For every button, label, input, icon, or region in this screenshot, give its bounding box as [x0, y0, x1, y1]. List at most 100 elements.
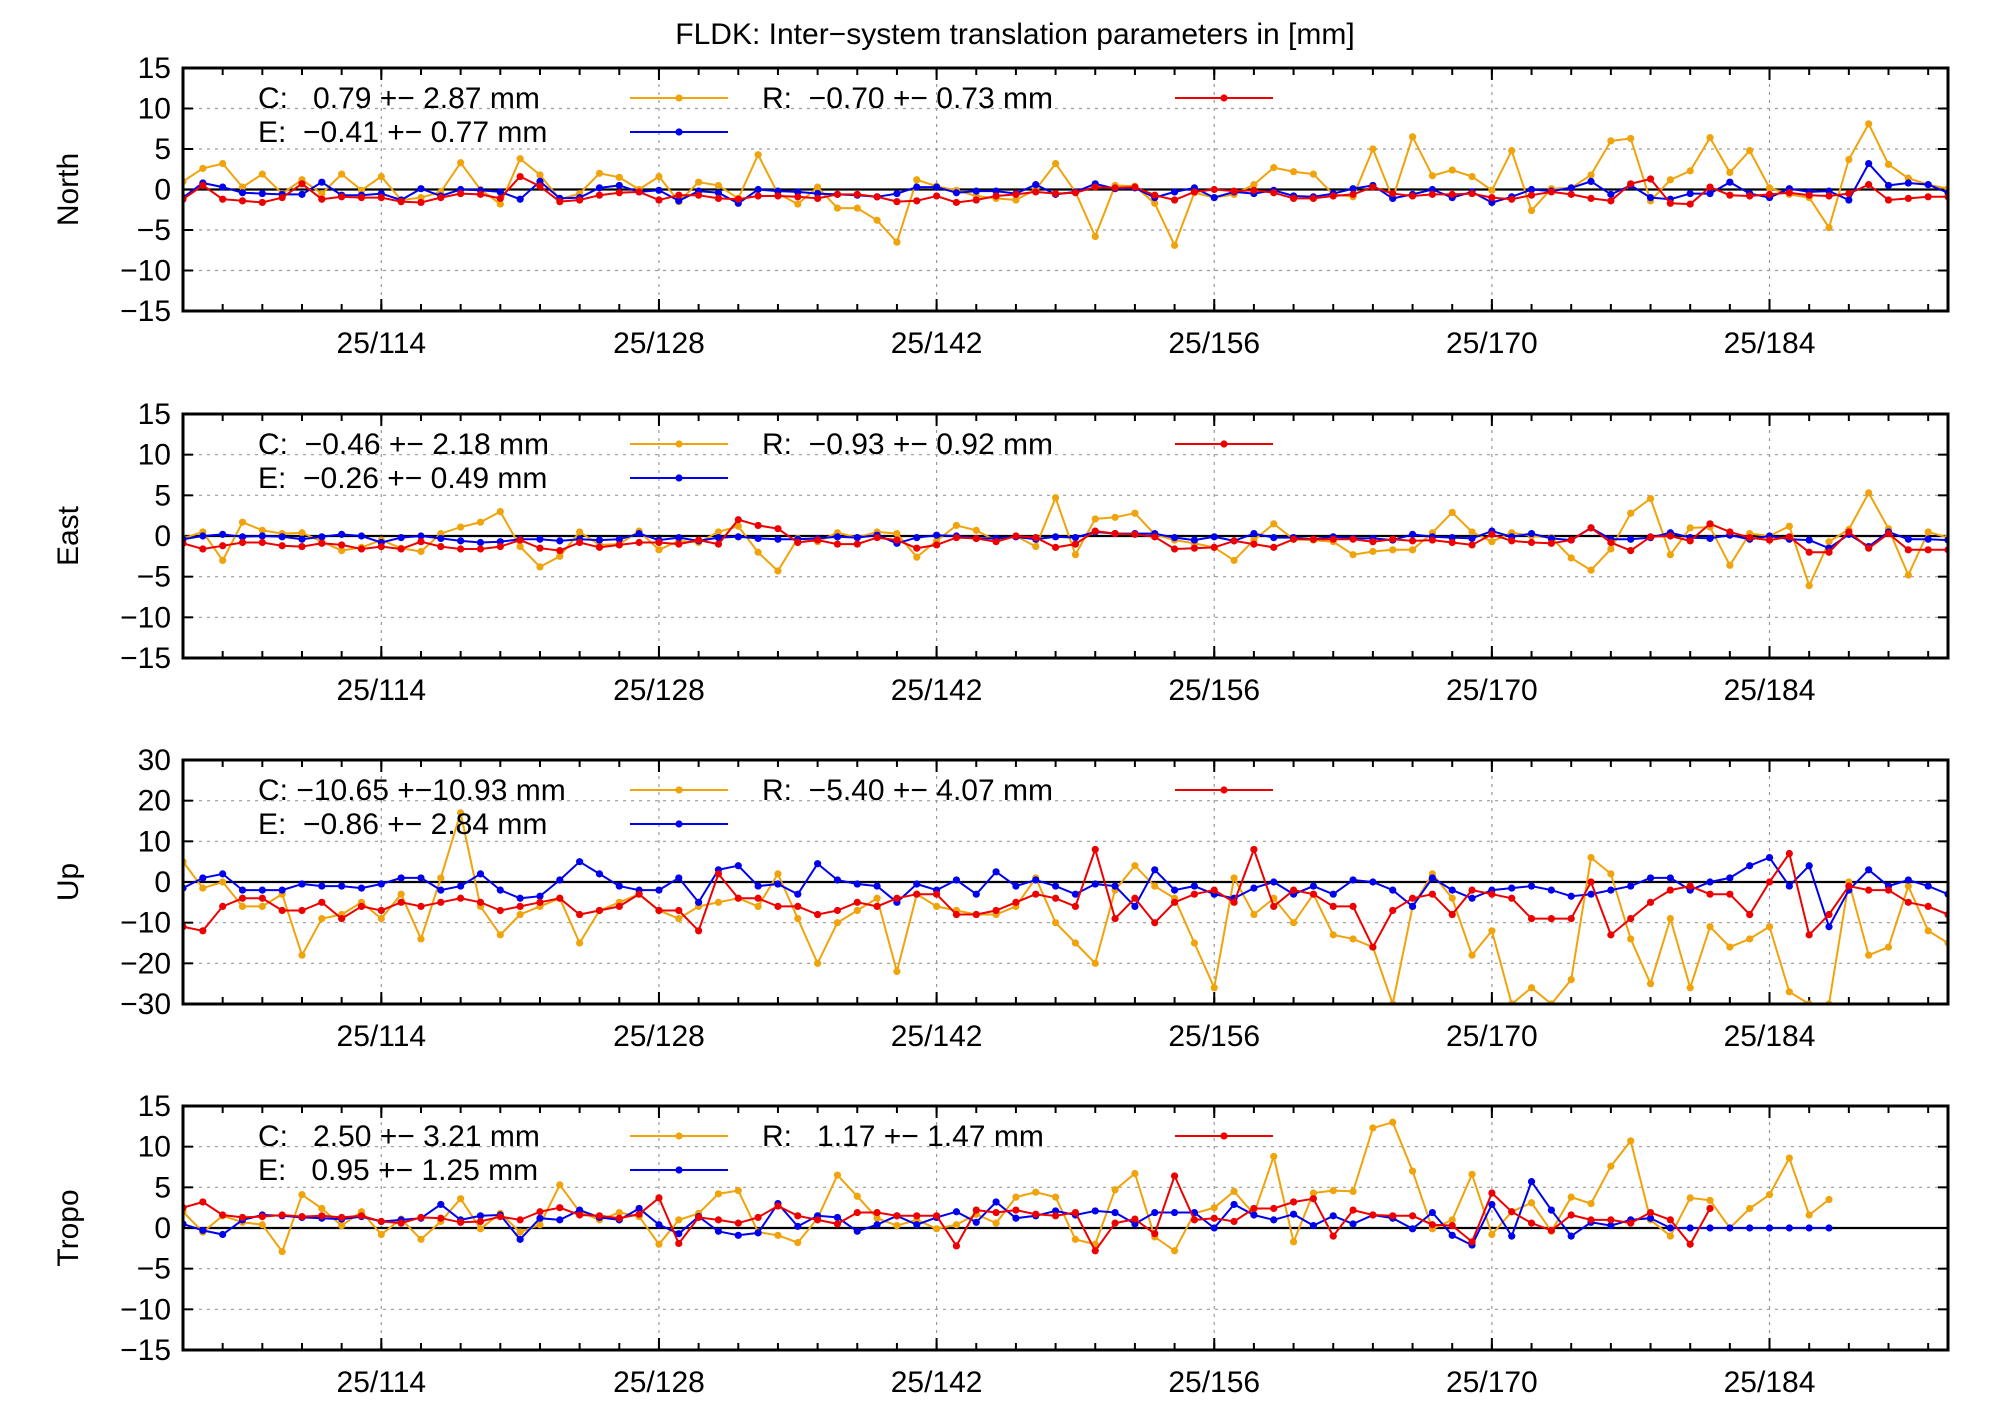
data-point-r: [1369, 943, 1377, 951]
data-point-c: [556, 1181, 564, 1189]
data-point-r: [754, 192, 762, 200]
data-point-r: [1131, 183, 1139, 191]
data-point-r: [814, 194, 822, 203]
data-point-r: [1587, 194, 1595, 203]
data-point-c: [1051, 159, 1060, 168]
data-point-r: [595, 906, 604, 915]
data-point-r: [1349, 535, 1357, 543]
data-point-e: [199, 874, 207, 882]
x-tick-label: 25/142: [891, 1366, 983, 1399]
data-point-r: [1865, 181, 1873, 189]
data-point-e: [397, 534, 405, 542]
data-point-r: [1567, 1211, 1575, 1219]
x-tick-label: 25/184: [1724, 1020, 1816, 1053]
data-point-r: [1547, 539, 1555, 547]
data-point-r: [1389, 906, 1397, 915]
data-point-c: [1369, 547, 1377, 556]
data-point-e: [853, 1227, 861, 1235]
data-point-c: [1567, 1193, 1575, 1201]
data-point-c: [377, 915, 385, 923]
data-point-r: [1746, 192, 1754, 200]
x-tick-label: 25/142: [891, 674, 983, 707]
series-group: [183, 489, 1948, 590]
data-point-c: [853, 906, 861, 915]
data-point-c: [1607, 870, 1615, 878]
data-point-c: [298, 1191, 306, 1199]
data-point-r: [1448, 1221, 1456, 1230]
panel-north: 15 10 5 0 −5 −10 −15 25/114 25/128 25/142 25/156 25…: [52, 52, 1950, 360]
data-point-c: [1468, 1170, 1476, 1178]
data-point-e: [1706, 878, 1714, 886]
data-point-r: [1488, 194, 1496, 202]
data-point-c: [516, 542, 524, 551]
data-point-e: [199, 1226, 207, 1235]
data-point-r: [952, 1242, 961, 1250]
data-point-r: [615, 902, 623, 911]
data-point-r: [1151, 919, 1159, 927]
data-point-c: [655, 1240, 663, 1248]
data-point-e: [913, 534, 921, 542]
x-tick-label: 25/114: [337, 1366, 427, 1399]
data-point-c: [1131, 1169, 1139, 1178]
data-point-e: [556, 1216, 564, 1224]
data-point-e: [972, 1218, 980, 1226]
data-point-e: [476, 1212, 485, 1220]
data-point-c: [556, 552, 564, 560]
data-point-r: [298, 542, 306, 551]
data-point-r: [1646, 175, 1655, 183]
data-point-e: [1151, 866, 1159, 874]
data-point-e: [278, 886, 286, 894]
legend-label-c: C: −0.46 +− 2.18 mm: [258, 428, 549, 461]
data-point-e: [1210, 533, 1218, 541]
data-point-r: [714, 1216, 723, 1224]
data-point-c: [1765, 184, 1774, 192]
data-point-r: [1111, 1219, 1119, 1227]
data-point-c: [675, 915, 683, 923]
data-point-c: [1389, 1118, 1397, 1126]
data-point-r: [576, 538, 584, 547]
data-point-r: [1607, 931, 1615, 939]
data-point-c: [258, 526, 266, 534]
data-point-r: [1250, 845, 1258, 854]
data-point-r: [1210, 1214, 1218, 1222]
data-point-r: [992, 192, 1000, 200]
data-point-e: [496, 188, 504, 196]
data-point-r: [1428, 536, 1436, 544]
series-line-e: [183, 1179, 1829, 1247]
data-point-r: [1309, 1195, 1317, 1203]
data-point-e: [1408, 902, 1417, 911]
data-point-e: [1448, 886, 1456, 894]
data-point-r: [1071, 902, 1080, 911]
data-point-e: [516, 195, 524, 203]
chart-title: FLDK: Inter−system translation parameter…: [675, 18, 1354, 51]
data-point-c: [1329, 1186, 1337, 1195]
data-point-r: [1567, 915, 1575, 923]
data-point-c: [576, 528, 584, 536]
data-point-r: [1408, 537, 1417, 545]
data-point-e: [913, 183, 921, 191]
data-point-r: [536, 182, 544, 190]
data-point-r: [1230, 187, 1238, 195]
data-point-r: [734, 516, 742, 524]
data-point-e: [238, 533, 247, 541]
data-point-r: [932, 541, 941, 549]
data-point-e: [1131, 902, 1139, 911]
series-group: [183, 1118, 1833, 1256]
data-point-c: [496, 508, 504, 516]
data-point-e: [1785, 882, 1793, 890]
panel-frame: [181, 758, 1950, 1006]
data-point-r: [893, 894, 901, 902]
data-point-r: [833, 906, 842, 915]
data-point-c: [377, 172, 385, 181]
data-point-c: [615, 1208, 623, 1217]
data-point-c: [1151, 882, 1159, 890]
data-point-r: [1448, 910, 1456, 919]
data-point-r: [1230, 537, 1238, 545]
data-point-c: [457, 809, 465, 817]
data-point-r: [1627, 547, 1635, 555]
x-tick-label: 25/170: [1446, 1020, 1538, 1053]
data-point-c: [1230, 874, 1238, 882]
data-point-c: [417, 935, 425, 943]
